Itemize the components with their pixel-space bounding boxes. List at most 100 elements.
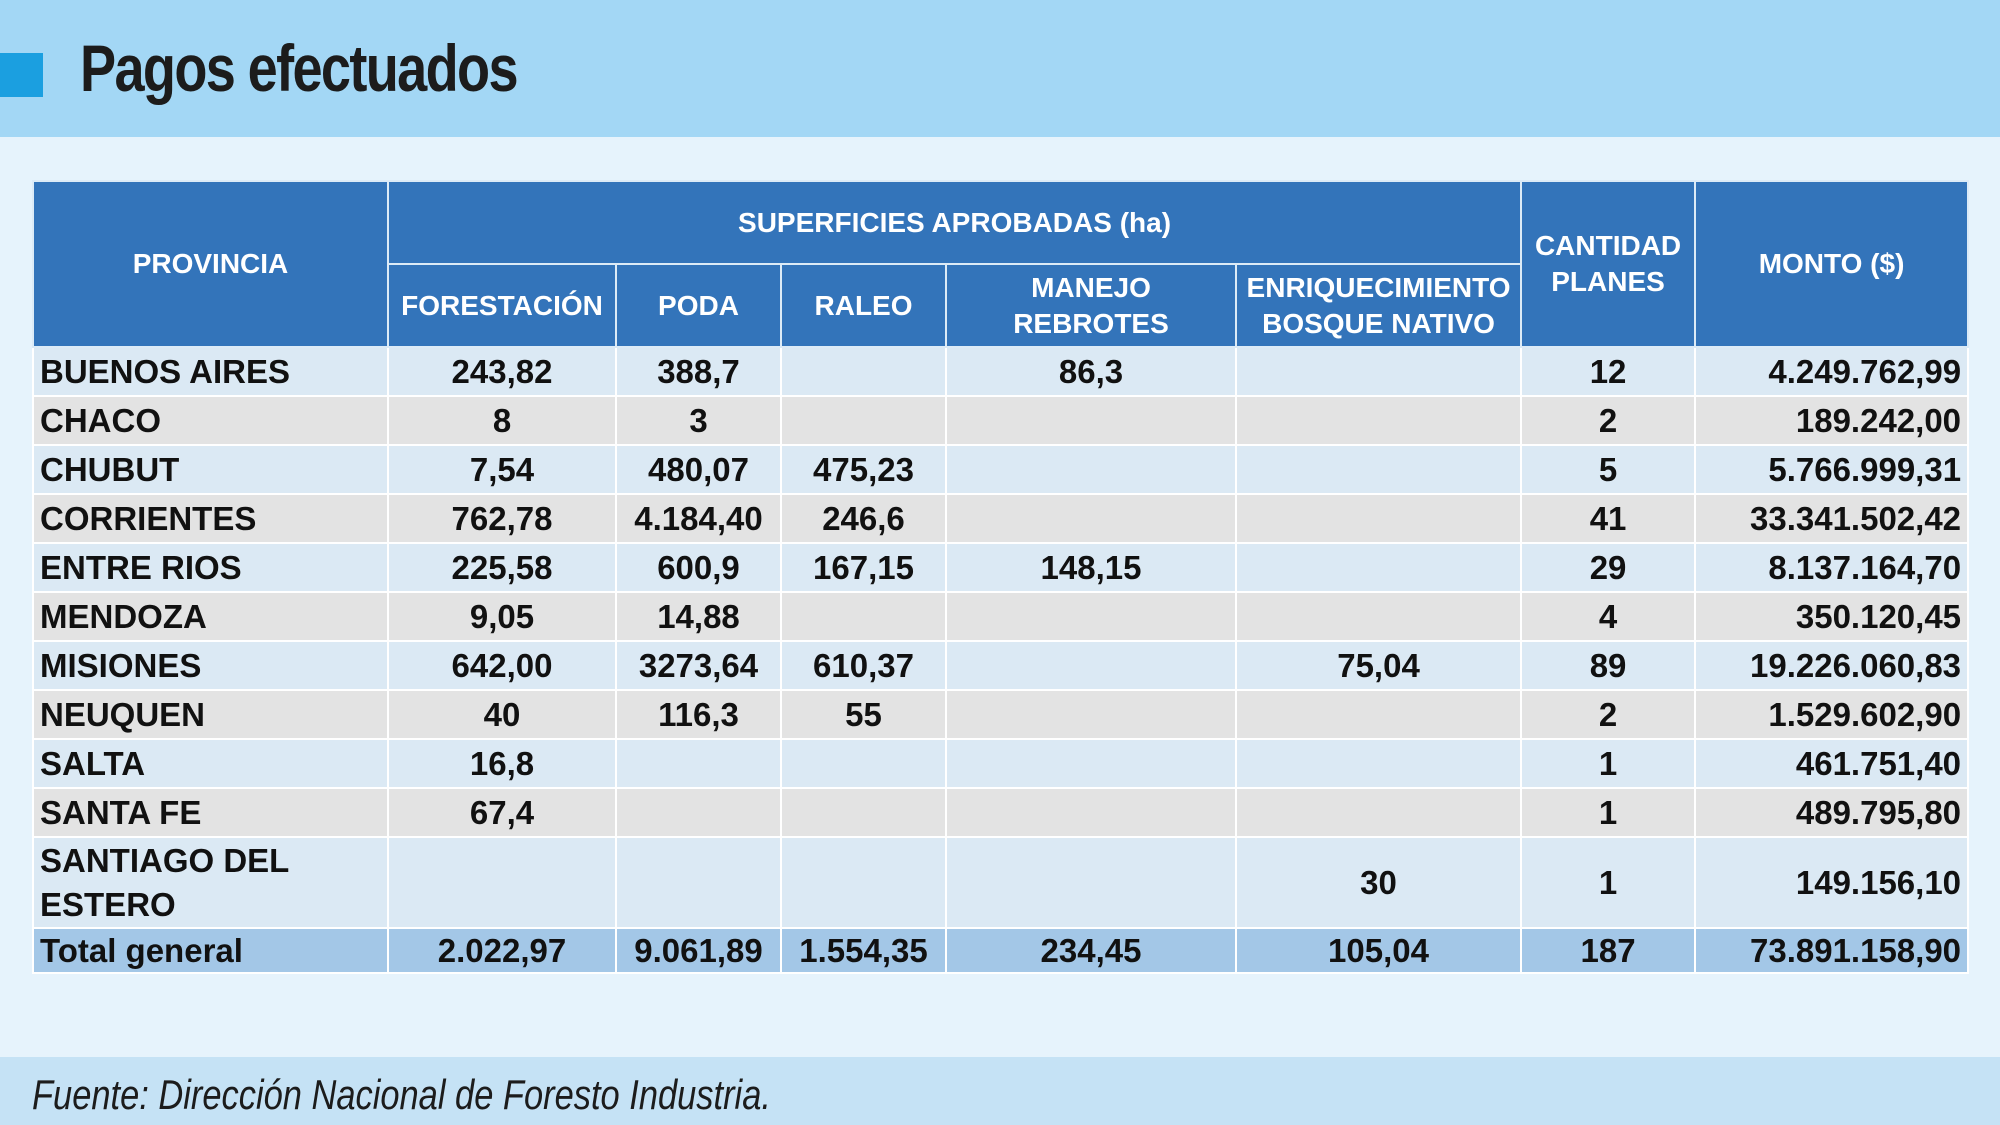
cell-monto: 461.751,40: [1694, 738, 1970, 789]
table-row: SANTA FE 67,4 1 489.795,80: [32, 787, 1970, 838]
cell-raleo: 167,15: [780, 542, 947, 593]
cell-forestacion: 7,54: [387, 444, 617, 495]
cell-monto: 8.137.164,70: [1694, 542, 1970, 593]
cell-provincia: SALTA: [32, 738, 389, 789]
cell-poda: [615, 836, 782, 929]
cell-forestacion: 9,05: [387, 591, 617, 642]
table-row: CHUBUT 7,54 480,07 475,23 5 5.766.999,31: [32, 444, 1970, 495]
cell-raleo: [780, 836, 947, 929]
cell-cantidad: 89: [1520, 640, 1697, 691]
cell-enriquecimiento: [1234, 395, 1523, 446]
cell-monto: 5.766.999,31: [1694, 444, 1970, 495]
cell-raleo: [780, 591, 947, 642]
payments-table: PROVINCIA SUPERFICIES APROBADAS (ha) CAN…: [32, 180, 1970, 974]
cell-monto: 489.795,80: [1694, 787, 1970, 838]
cell-poda: 600,9: [615, 542, 782, 593]
cell-forestacion: 8: [387, 395, 617, 446]
cell-provincia: MENDOZA: [32, 591, 389, 642]
cell-forestacion: 67,4: [387, 787, 617, 838]
cell-cantidad: 1: [1520, 836, 1697, 929]
cell-manejo: [945, 689, 1237, 740]
cell-cantidad: 5: [1520, 444, 1697, 495]
cell-poda: 3: [615, 395, 782, 446]
total-manejo: 234,45: [945, 927, 1237, 974]
cell-provincia: CORRIENTES: [32, 493, 389, 544]
cell-enriquecimiento: [1234, 542, 1523, 593]
total-label: Total general: [32, 927, 389, 974]
cell-forestacion: 243,82: [387, 346, 617, 397]
cell-monto: 33.341.502,42: [1694, 493, 1970, 544]
table-row: MENDOZA 9,05 14,88 4 350.120,45: [32, 591, 1970, 642]
cell-provincia: CHUBUT: [32, 444, 389, 495]
cell-raleo: 610,37: [780, 640, 947, 691]
header-cantidad-line1: CANTIDAD: [1534, 230, 1682, 261]
cell-manejo: [945, 836, 1237, 929]
header-raleo: RALEO: [780, 263, 947, 348]
total-cantidad: 187: [1520, 927, 1697, 974]
cell-poda: 480,07: [615, 444, 782, 495]
table-row: SALTA 16,8 1 461.751,40: [32, 738, 1970, 789]
cell-provincia: ENTRE RIOS: [32, 542, 389, 593]
header-superficies: SUPERFICIES APROBADAS (ha): [386, 180, 1523, 265]
total-row: Total general 2.022,97 9.061,89 1.554,35…: [32, 927, 1970, 974]
cell-provincia: NEUQUEN: [32, 689, 389, 740]
header-cantidad-line2: PLANES: [1551, 266, 1665, 297]
cell-monto: 149.156,10: [1694, 836, 1970, 929]
header-enriquecimiento-line2: BOSQUE NATIVO: [1262, 307, 1495, 339]
cell-cantidad: 41: [1520, 493, 1697, 544]
cell-enriquecimiento: [1234, 346, 1523, 397]
header-poda: PODA: [615, 263, 782, 348]
cell-forestacion: 16,8: [387, 738, 617, 789]
table-row: NEUQUEN 40 116,3 55 2 1.529.602,90: [32, 689, 1970, 740]
cell-cantidad: 12: [1520, 346, 1697, 397]
header-cantidad: CANTIDAD PLANES: [1520, 180, 1697, 348]
cell-manejo: [945, 787, 1237, 838]
table-row: CORRIENTES 762,78 4.184,40 246,6 41 33.3…: [32, 493, 1970, 544]
cell-forestacion: 642,00: [387, 640, 617, 691]
cell-raleo: 55: [780, 689, 947, 740]
cell-manejo: [945, 591, 1237, 642]
cell-poda: 14,88: [615, 591, 782, 642]
cell-monto: 1.529.602,90: [1694, 689, 1970, 740]
cell-enriquecimiento: 30: [1234, 836, 1523, 929]
cell-manejo: [945, 738, 1237, 789]
cell-monto: 189.242,00: [1694, 395, 1970, 446]
source-note: Fuente: Dirección Nacional de Foresto In…: [32, 1071, 771, 1118]
cell-enriquecimiento: [1234, 493, 1523, 544]
total-monto: 73.891.158,90: [1694, 927, 1970, 974]
total-raleo: 1.554,35: [780, 927, 947, 974]
cell-manejo: [945, 493, 1237, 544]
cell-monto: 19.226.060,83: [1694, 640, 1970, 691]
cell-forestacion: 762,78: [387, 493, 617, 544]
cell-poda: [615, 787, 782, 838]
cell-cantidad: 1: [1520, 738, 1697, 789]
table-row: BUENOS AIRES 243,82 388,7 86,3 12 4.249.…: [32, 346, 1970, 397]
cell-raleo: 475,23: [780, 444, 947, 495]
cell-monto: 350.120,45: [1694, 591, 1970, 642]
cell-enriquecimiento: [1234, 787, 1523, 838]
cell-manejo: [945, 395, 1237, 446]
cell-enriquecimiento: 75,04: [1234, 640, 1523, 691]
cell-enriquecimiento: [1234, 591, 1523, 642]
cell-provincia: BUENOS AIRES: [32, 346, 389, 397]
cell-poda: 388,7: [615, 346, 782, 397]
cell-poda: [615, 738, 782, 789]
cell-raleo: [780, 346, 947, 397]
header-monto: MONTO ($): [1694, 180, 1970, 348]
cell-cantidad: 29: [1520, 542, 1697, 593]
header-manejo-rebrotes: MANEJO REBROTES: [945, 263, 1237, 348]
cell-provincia: SANTIAGO DEL ESTERO: [32, 836, 389, 929]
cell-cantidad: 1: [1520, 787, 1697, 838]
header-provincia: PROVINCIA: [32, 180, 389, 348]
total-forestacion: 2.022,97: [387, 927, 617, 974]
header-enriquecimiento-line1: ENRIQUECIMIENTO: [1246, 271, 1511, 303]
cell-cantidad: 2: [1520, 395, 1697, 446]
cell-manejo: [945, 444, 1237, 495]
cell-forestacion: 225,58: [387, 542, 617, 593]
cell-provincia: CHACO: [32, 395, 389, 446]
cell-poda: 116,3: [615, 689, 782, 740]
header-forestacion: FORESTACIÓN: [387, 263, 617, 348]
cell-manejo: 86,3: [945, 346, 1237, 397]
cell-raleo: [780, 787, 947, 838]
footer-band: Fuente: Dirección Nacional de Foresto In…: [0, 1057, 2000, 1125]
